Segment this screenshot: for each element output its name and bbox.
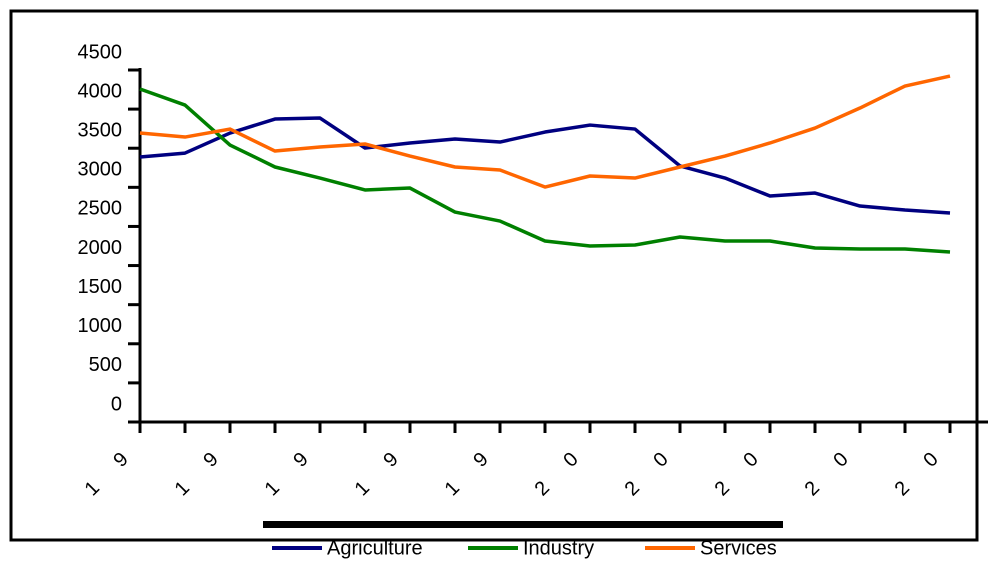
y-tick-label: 4000 xyxy=(78,80,123,102)
y-tick-label: 4500 xyxy=(78,41,123,63)
legend-label: Industry xyxy=(523,537,594,559)
x-tick-label: 1 9 xyxy=(171,440,232,501)
series-line xyxy=(139,116,951,215)
series-line xyxy=(139,74,951,189)
y-tick-label: 2000 xyxy=(78,237,123,259)
scroll-bar xyxy=(263,521,783,528)
legend-label: Services xyxy=(700,537,777,559)
x-tick-label: 1 9 xyxy=(261,440,322,501)
x-tick-label: 2 0 xyxy=(891,440,952,501)
x-tick-label: 2 0 xyxy=(801,440,862,501)
series-line xyxy=(139,87,951,254)
x-tick-label: 1 9 xyxy=(441,440,502,501)
x-tick-label: 2 0 xyxy=(531,440,592,501)
y-tick-label: 1500 xyxy=(78,276,123,298)
chart-frame xyxy=(9,9,979,542)
legend-label: Agriculture xyxy=(327,537,423,559)
x-tick-label: 1 9 xyxy=(81,440,142,501)
y-tick-label: 3000 xyxy=(78,159,123,181)
y-tick-label: 2500 xyxy=(78,198,123,220)
y-tick-label: 1000 xyxy=(78,315,123,337)
y-tick-label: 0 xyxy=(111,393,122,415)
y-tick-label: 3500 xyxy=(78,120,123,142)
x-tick-label: 2 0 xyxy=(711,440,772,501)
x-tick-label: 1 9 xyxy=(351,440,412,501)
x-tick-label: 2 0 xyxy=(621,440,682,501)
y-tick-label: 500 xyxy=(89,354,122,376)
